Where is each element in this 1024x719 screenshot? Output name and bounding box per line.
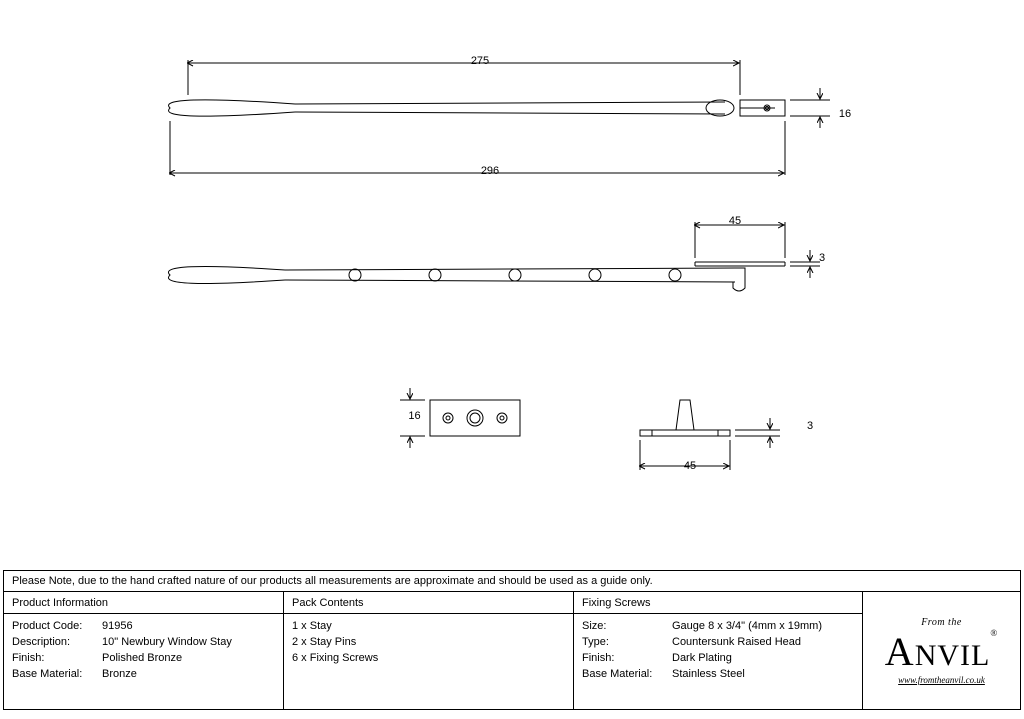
row-product-code: Product Code:91956 (12, 620, 275, 632)
dim-3-bot: 3 (800, 420, 820, 432)
logo-url: www.fromtheanvil.co.uk (898, 675, 985, 685)
dim-16-bot: 16 (402, 410, 427, 422)
logo-top: From the (921, 617, 962, 628)
row-screw-material: Base Material:Stainless Steel (582, 668, 854, 680)
row-finish: Finish:Polished Bronze (12, 652, 275, 664)
col-fixing-screws: Fixing Screws Size:Gauge 8 x 3/4" (4mm x… (574, 592, 862, 709)
info-table: Product Information Product Code:91956 D… (3, 592, 863, 710)
pack-row: 2 x Stay Pins (292, 636, 565, 648)
pack-row: 1 x Stay (292, 620, 565, 632)
pack-contents-header: Pack Contents (284, 592, 573, 614)
product-info-body: Product Code:91956 Description:10" Newbu… (4, 614, 283, 709)
row-base-material: Base Material:Bronze (12, 668, 275, 680)
dim-296: 296 (470, 165, 510, 177)
logo-main: ANVIL® (885, 628, 998, 675)
note-text: Please Note, due to the hand crafted nat… (12, 575, 653, 587)
fixing-screws-body: Size:Gauge 8 x 3/4" (4mm x 19mm) Type:Co… (574, 614, 862, 709)
dim-16-top: 16 (830, 108, 860, 120)
note-bar: Please Note, due to the hand crafted nat… (3, 570, 1021, 592)
dim-45-mid: 45 (720, 215, 750, 227)
dim-275: 275 (460, 55, 500, 67)
col-product-info: Product Information Product Code:91956 D… (4, 592, 284, 709)
row-description: Description:10" Newbury Window Stay (12, 636, 275, 648)
pack-row: 6 x Fixing Screws (292, 652, 565, 664)
drawing-svg (0, 0, 1024, 570)
col-pack-contents: Pack Contents 1 x Stay 2 x Stay Pins 6 x… (284, 592, 574, 709)
logo-box: From the ANVIL® www.fromtheanvil.co.uk (863, 592, 1021, 710)
row-size: Size:Gauge 8 x 3/4" (4mm x 19mm) (582, 620, 854, 632)
row-screw-finish: Finish:Dark Plating (582, 652, 854, 664)
dim-3-mid: 3 (812, 252, 832, 264)
dim-45-bot: 45 (675, 460, 705, 472)
pack-contents-body: 1 x Stay 2 x Stay Pins 6 x Fixing Screws (284, 614, 573, 709)
row-type: Type:Countersunk Raised Head (582, 636, 854, 648)
product-info-header: Product Information (4, 592, 283, 614)
technical-drawing (0, 0, 1024, 570)
fixing-screws-header: Fixing Screws (574, 592, 862, 614)
